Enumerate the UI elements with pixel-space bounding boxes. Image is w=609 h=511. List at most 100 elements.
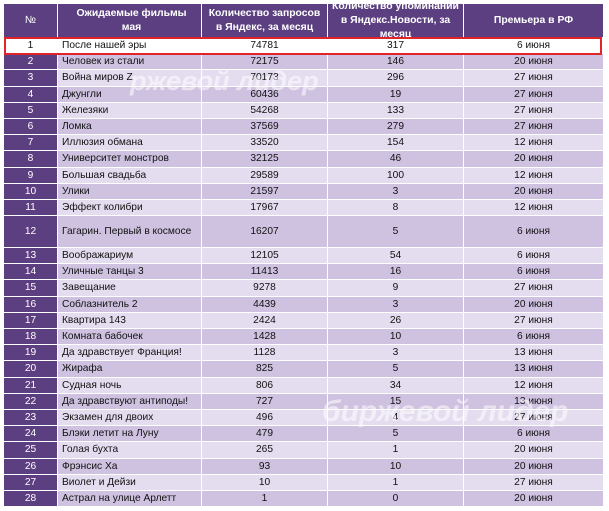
row-num: 20 [4,361,58,378]
row-premiere: 6 июня [464,38,604,55]
table-row: 12 Гагарин. Первый в космосе 16207 5 6 июня [4,216,604,249]
row-film: Комната бабочек [58,329,202,346]
row-mentions: 154 [328,135,464,152]
row-mentions: 3 [328,345,464,362]
row-premiere: 12 июня [464,135,604,152]
header-premiere: Премьера в РФ [464,4,604,38]
table-row: 3 Война миров Z 70173 296 27 июня [4,70,604,87]
row-requests: 70173 [202,70,328,87]
row-film: Эффект колибри [58,199,202,217]
row-requests: 1128 [202,345,328,362]
row-premiere: 27 июня [464,409,604,427]
row-requests: 2424 [202,312,328,329]
row-num: 26 [4,458,58,475]
row-mentions: 1 [328,442,464,459]
row-film: Железяки [58,102,202,119]
row-film: Уличные танцы 3 [58,264,202,281]
row-requests: 12105 [202,248,328,265]
row-film: Воображариум [58,248,202,265]
row-premiere: 12 июня [464,199,604,217]
row-premiere: 20 июня [464,458,604,475]
row-mentions: 8 [328,199,464,217]
row-num: 19 [4,345,58,362]
row-num: 27 [4,474,58,491]
row-film: Да здравствует Франция! [58,345,202,362]
row-requests: 29589 [202,167,328,184]
row-num: 3 [4,70,58,87]
table-row: 25 Голая бухта 265 1 20 июня [4,442,604,459]
row-num: 4 [4,86,58,103]
row-mentions: 279 [328,118,464,136]
row-num: 2 [4,54,58,71]
row-mentions: 296 [328,70,464,87]
row-requests: 33520 [202,135,328,152]
table-row: 4 Джунгли 60436 19 27 июня [4,86,604,103]
table-row: 28 Астрал на улице Арлетт 1 0 20 июня [4,490,604,508]
table-body: 1 После нашей эры 74781 317 6 июня 2 Человек и… [4,38,604,508]
row-num: 7 [4,135,58,152]
table-row: 14 Уличные танцы 3 11413 16 6 июня [4,264,604,281]
row-film: Гагарин. Первый в космосе [58,216,202,249]
row-premiere: 20 июня [464,296,604,313]
table-row: 18 Комната бабочек 1428 10 6 июня [4,329,604,346]
row-mentions: 5 [328,216,464,249]
row-premiere: 20 июня [464,183,604,200]
row-mentions: 10 [328,458,464,475]
row-film: Судная ночь [58,377,202,394]
row-premiere: 12 июня [464,167,604,184]
table-row: 21 Судная ночь 806 34 12 июня [4,377,604,394]
header-mentions: Количество упоминаний в Яндекс.Новости, … [328,4,464,38]
row-mentions: 0 [328,490,464,508]
films-table: № Ожидаемые фильмы мая Количество запрос… [4,4,604,508]
table-row: 1 После нашей эры 74781 317 6 июня [4,38,604,55]
table-row: 7 Иллюзия обмана 33520 154 12 июня [4,135,604,152]
table-row: 13 Воображариум 12105 54 6 июня [4,248,604,265]
table-row: 2 Человек из стали 72175 146 20 июня [4,54,604,71]
row-premiere: 20 июня [464,442,604,459]
row-num: 10 [4,183,58,200]
row-mentions: 16 [328,264,464,281]
row-film: Фрэнсис Ха [58,458,202,475]
table-row: 5 Железяки 54268 133 27 июня [4,102,604,119]
row-premiere: 6 июня [464,248,604,265]
row-num: 5 [4,102,58,119]
row-requests: 32125 [202,151,328,168]
row-requests: 727 [202,393,328,410]
row-premiere: 6 июня [464,329,604,346]
row-requests: 1 [202,490,328,508]
row-num: 23 [4,409,58,427]
row-film: Улики [58,183,202,200]
row-film: Виолет и Дейзи [58,474,202,491]
row-premiere: 20 июня [464,54,604,71]
row-mentions: 5 [328,426,464,443]
row-premiere: 13 июня [464,361,604,378]
table-row: 16 Соблазнитель 2 4439 3 20 июня [4,296,604,313]
table-row: 11 Эффект колибри 17967 8 12 июня [4,199,604,217]
table-row: 9 Большая свадьба 29589 100 12 июня [4,167,604,184]
row-mentions: 3 [328,296,464,313]
row-num: 8 [4,151,58,168]
row-mentions: 146 [328,54,464,71]
table-row: 20 Жирафа 825 5 13 июня [4,361,604,378]
row-film: Да здравствуют антиподы! [58,393,202,410]
row-requests: 806 [202,377,328,394]
row-film: Соблазнитель 2 [58,296,202,313]
row-mentions: 4 [328,409,464,427]
row-num: 24 [4,426,58,443]
row-num: 22 [4,393,58,410]
table-row: 6 Ломка 37569 279 27 июня [4,118,604,136]
row-premiere: 12 июня [464,377,604,394]
row-requests: 17967 [202,199,328,217]
row-requests: 10 [202,474,328,491]
row-premiere: 6 июня [464,216,604,249]
table-row: 15 Завещание 9278 9 27 июня [4,280,604,297]
row-requests: 54268 [202,102,328,119]
row-premiere: 13 июня [464,345,604,362]
row-mentions: 54 [328,248,464,265]
row-premiere: 27 июня [464,102,604,119]
row-num: 1 [4,38,58,55]
row-mentions: 1 [328,474,464,491]
row-film: Человек из стали [58,54,202,71]
row-film: Экзамен для двоих [58,409,202,427]
table-row: 10 Улики 21597 3 20 июня [4,183,604,200]
